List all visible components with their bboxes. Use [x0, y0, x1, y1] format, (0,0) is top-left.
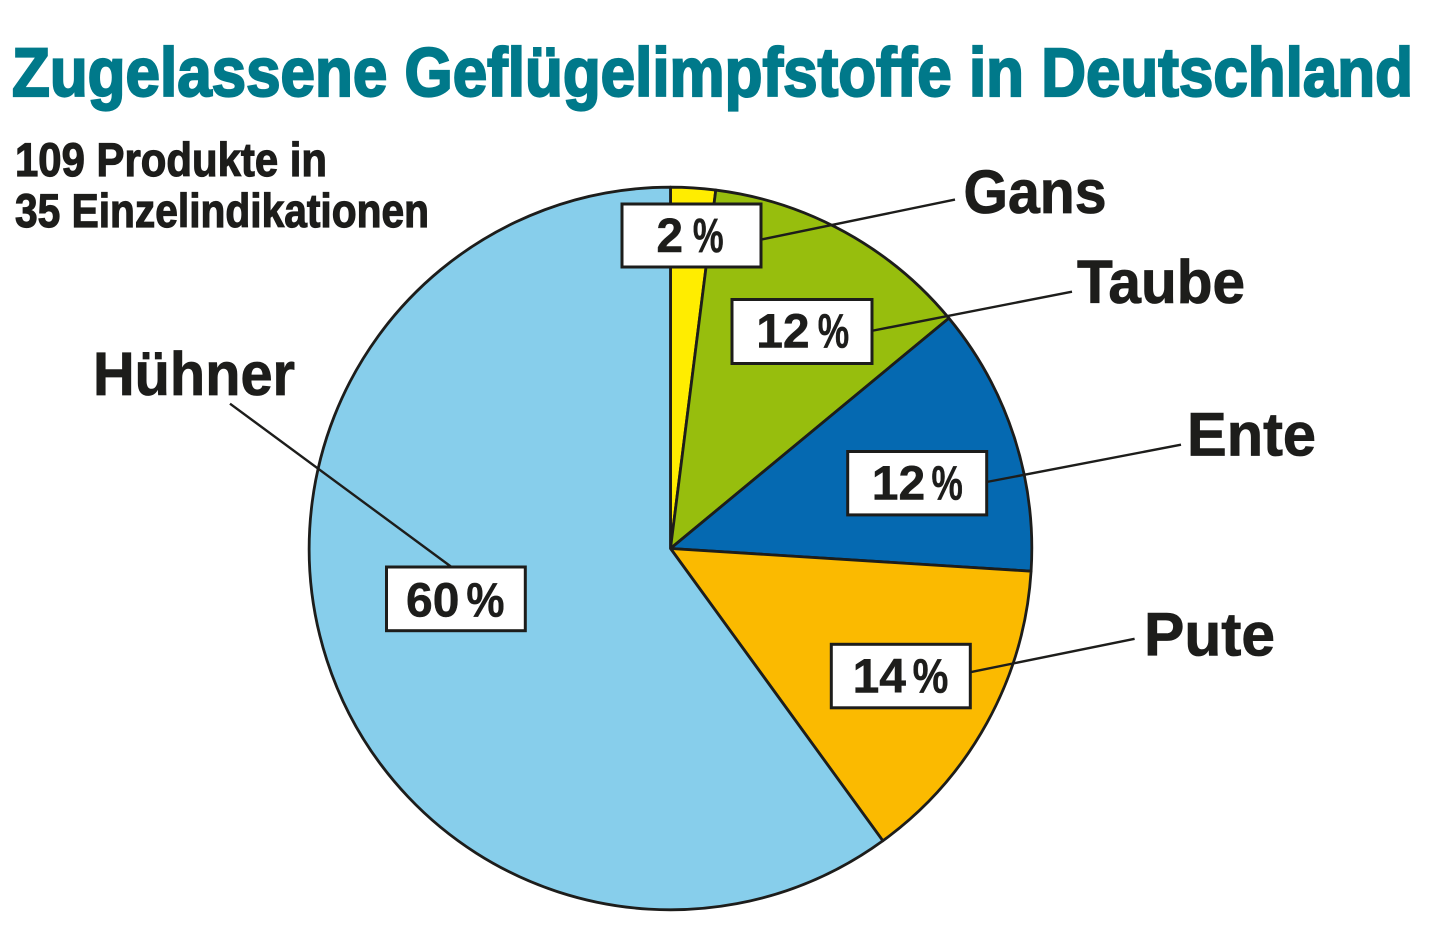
svg-text:35 Einzelindikationen: 35 Einzelindikationen	[15, 185, 429, 238]
svg-text:109 Produkte in: 109 Produkte in	[15, 134, 327, 187]
svg-text:14: 14	[853, 650, 907, 703]
svg-text:%: %	[932, 457, 963, 510]
svg-text:%: %	[466, 575, 504, 628]
svg-text:%: %	[693, 210, 724, 263]
svg-text:Taube: Taube	[1077, 248, 1245, 316]
svg-text:Hühner: Hühner	[93, 340, 295, 408]
svg-text:2: 2	[656, 210, 683, 263]
svg-text:Zugelassene Geflügelimpfstoffe: Zugelassene Geflügelimpfstoffe in Deutsc…	[12, 34, 1413, 111]
svg-text:%: %	[818, 306, 849, 359]
svg-text:12: 12	[756, 306, 809, 359]
svg-text:Ente: Ente	[1187, 400, 1316, 468]
svg-text:12: 12	[872, 457, 925, 510]
svg-text:%: %	[913, 650, 949, 703]
svg-text:Gans: Gans	[964, 158, 1107, 226]
svg-text:60: 60	[406, 575, 459, 628]
svg-text:Pute: Pute	[1144, 600, 1275, 668]
